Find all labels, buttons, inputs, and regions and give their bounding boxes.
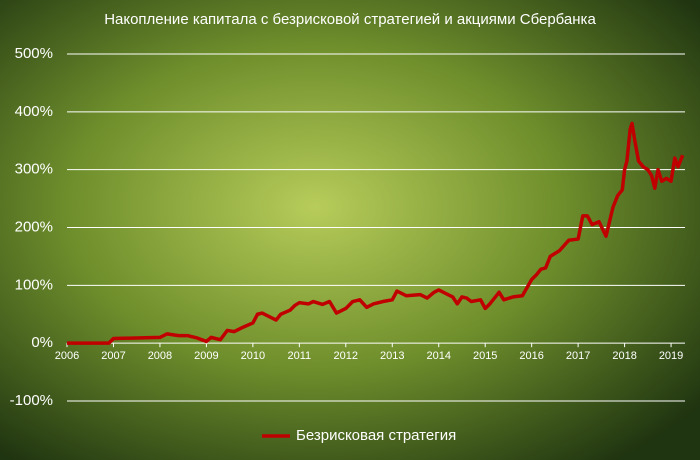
- y-tick-label: 400%: [15, 103, 53, 120]
- x-tick-label: 2009: [194, 350, 218, 362]
- chart-title: Накопление капитала с безрисковой страте…: [104, 11, 596, 28]
- y-tick-label: 100%: [15, 276, 53, 293]
- x-tick-label: 2018: [612, 350, 636, 362]
- y-tick-label: 200%: [15, 218, 53, 235]
- x-tick-label: 2016: [519, 350, 543, 362]
- x-tick-label: 2007: [101, 350, 125, 362]
- x-tick-label: 2010: [241, 350, 265, 362]
- x-tick-label: 2011: [288, 350, 312, 362]
- x-tick-label: 2017: [566, 350, 590, 362]
- data-line: [67, 121, 685, 345]
- y-tick-label: 500%: [15, 45, 53, 62]
- x-tick-label: 2015: [473, 350, 497, 362]
- x-tick-label: 2014: [426, 350, 450, 362]
- x-tick-label: 2008: [148, 350, 172, 362]
- y-tick-label: 300%: [15, 161, 53, 178]
- x-tick-label: 2012: [334, 350, 358, 362]
- y-tick-label: 0%: [31, 334, 53, 351]
- legend-label: Безрисковая стратегия: [296, 427, 456, 444]
- x-tick-label: 2006: [55, 350, 79, 362]
- x-tick-label: 2019: [659, 350, 683, 362]
- x-tick-label: 2013: [380, 350, 404, 362]
- y-tick-label: -100%: [10, 392, 53, 409]
